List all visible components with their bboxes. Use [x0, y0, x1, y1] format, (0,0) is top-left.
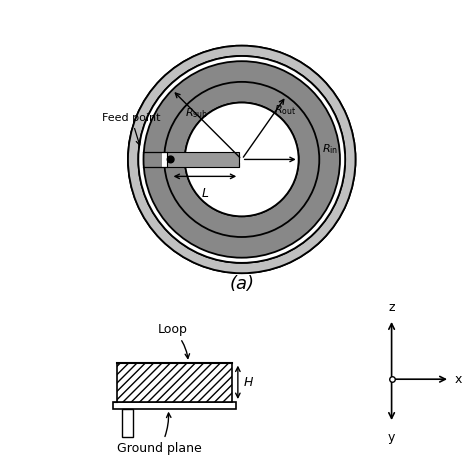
- Text: (a): (a): [229, 274, 254, 292]
- Wedge shape: [164, 82, 319, 237]
- Circle shape: [128, 46, 356, 273]
- Text: Ground plane: Ground plane: [117, 413, 202, 455]
- Bar: [117, 363, 232, 402]
- Text: $R_\mathrm{sub}$: $R_\mathrm{sub}$: [185, 106, 209, 120]
- Text: Feed point: Feed point: [102, 113, 161, 145]
- Text: y: y: [388, 430, 395, 444]
- Text: x: x: [454, 373, 462, 386]
- Circle shape: [138, 56, 345, 263]
- Text: $R_\mathrm{out}$: $R_\mathrm{out}$: [274, 103, 297, 118]
- Bar: [167, 152, 239, 166]
- Circle shape: [167, 156, 174, 163]
- Text: $L$: $L$: [201, 187, 209, 200]
- Wedge shape: [128, 46, 356, 273]
- Text: $H$: $H$: [243, 376, 254, 389]
- Bar: [162, 152, 187, 166]
- Bar: [122, 409, 133, 438]
- Wedge shape: [144, 61, 340, 258]
- Text: z: z: [388, 301, 395, 314]
- Circle shape: [185, 102, 299, 216]
- Circle shape: [185, 102, 299, 216]
- Text: Loop: Loop: [157, 323, 190, 358]
- Bar: [113, 402, 237, 409]
- Text: $R_\mathrm{in}$: $R_\mathrm{in}$: [321, 142, 338, 156]
